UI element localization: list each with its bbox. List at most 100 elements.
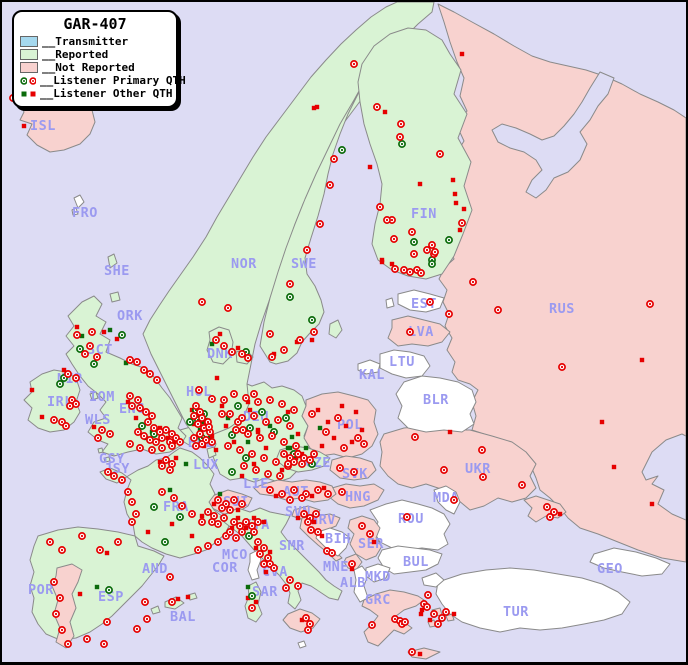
listener-primary-marker (282, 414, 290, 422)
listener-primary-marker (458, 219, 466, 227)
listener-primary-marker (146, 370, 154, 378)
listener-other-marker (223, 423, 229, 429)
listener-primary-marker (300, 510, 308, 518)
listener-other-marker (217, 331, 223, 337)
listener-other-marker (367, 164, 373, 170)
listener-primary-marker (238, 414, 246, 422)
listener-primary-marker (264, 470, 272, 478)
listener-primary-marker (266, 396, 274, 404)
listener-other-marker (321, 485, 327, 491)
listener-primary-marker (148, 412, 156, 420)
listener-other-marker (309, 493, 315, 499)
country-label-GSY: GSY (99, 451, 125, 467)
listener-primary-marker (192, 402, 200, 410)
listener-primary-marker (250, 528, 258, 536)
listener-other-marker (169, 521, 175, 527)
listener-primary-marker (248, 450, 256, 458)
listener-primary-marker (479, 473, 487, 481)
listener-other-marker (285, 445, 291, 451)
listener-other-marker (245, 584, 251, 590)
listener-primary-marker (260, 454, 268, 462)
listener-primary-marker (290, 486, 298, 494)
listener-other-marker (199, 419, 205, 425)
listener-primary-marker (408, 228, 416, 236)
listener-other-marker (461, 206, 467, 212)
listener-primary-marker (146, 436, 154, 444)
listener-primary-marker (390, 235, 398, 243)
listener-other-marker (261, 519, 267, 525)
listener-other-marker (239, 473, 245, 479)
listener-primary-marker (292, 442, 300, 450)
listener-primary-marker (168, 442, 176, 450)
legend-panel: GAR-407 __Transmitter __Reported __Not Rep… (12, 10, 186, 108)
listener-primary-marker (86, 342, 94, 350)
listener-primary-marker (73, 331, 81, 339)
listener-other-marker (418, 611, 424, 617)
region-ROU (369, 499, 451, 551)
legend-swatch (20, 49, 38, 60)
listener-other-marker (251, 461, 257, 467)
region-LVA (387, 315, 451, 347)
listener-other-marker (133, 415, 139, 421)
listener-other-marker (343, 423, 349, 429)
listener-other-marker (557, 511, 563, 517)
listener-primary-marker (56, 594, 64, 602)
listener-other-marker (104, 550, 110, 556)
listener-primary-marker (196, 430, 204, 438)
legend-item-2: __Not Reported (20, 61, 170, 74)
region-BAL (150, 605, 161, 615)
country-label-ALB: ALB (340, 575, 366, 591)
listener-other-marker (21, 123, 27, 129)
listener-primary-marker (294, 582, 302, 590)
country-label-ISL: ISL (30, 118, 56, 134)
listener-primary-marker (310, 450, 318, 458)
listener-primary-marker (350, 60, 358, 68)
region-MDA (433, 485, 461, 515)
region-SER (347, 515, 383, 561)
listener-other-marker (349, 439, 355, 445)
listener-primary-marker (294, 450, 302, 458)
listener-primary-marker (478, 446, 486, 454)
listener-primary-marker (198, 518, 206, 526)
listener-primary-marker (220, 396, 228, 404)
listener-primary-marker (338, 146, 346, 154)
listener-primary-marker (286, 496, 294, 504)
listener-primary-marker (214, 538, 222, 546)
listener-primary-marker (224, 442, 232, 450)
region-GOT (328, 319, 343, 339)
legend-title: GAR-407 (63, 15, 127, 33)
listener-primary-marker (133, 358, 141, 366)
region-ORK (109, 291, 121, 303)
listener-primary-marker (423, 246, 431, 254)
listener-primary-marker (450, 496, 458, 504)
listener-primary-marker (56, 380, 64, 388)
listener-other-marker (417, 181, 423, 187)
listener-primary-marker (186, 418, 194, 426)
legend-item-3: __Listener Primary QTH (20, 74, 186, 87)
listener-primary-marker (150, 503, 158, 511)
listener-other-marker (251, 515, 257, 521)
listener-primary-marker (58, 546, 66, 554)
listener-other-marker (452, 191, 458, 197)
listener-primary-marker (284, 460, 292, 468)
listener-primary-marker (383, 216, 391, 224)
listener-primary-marker (238, 500, 246, 508)
listener-primary-marker (78, 532, 86, 540)
listener-primary-marker (118, 476, 126, 484)
listener-primary-marker (90, 360, 98, 368)
listener-primary-marker (445, 310, 453, 318)
listener-other-marker (217, 491, 223, 497)
listener-primary-marker (280, 438, 288, 446)
listener-primary-marker (368, 621, 376, 629)
listener-primary-marker (340, 444, 348, 452)
listener-primary-marker (83, 635, 91, 643)
listener-primary-marker (230, 390, 238, 398)
listener-primary-marker (218, 410, 226, 418)
listener-primary-marker (326, 181, 334, 189)
country-label-SHE: SHE (104, 263, 130, 279)
listener-other-marker (314, 104, 320, 110)
listener-other-marker (189, 533, 195, 539)
region-TUR (435, 567, 631, 633)
country-label-BIH: BIH (325, 531, 351, 547)
listener-primary-marker (236, 446, 244, 454)
